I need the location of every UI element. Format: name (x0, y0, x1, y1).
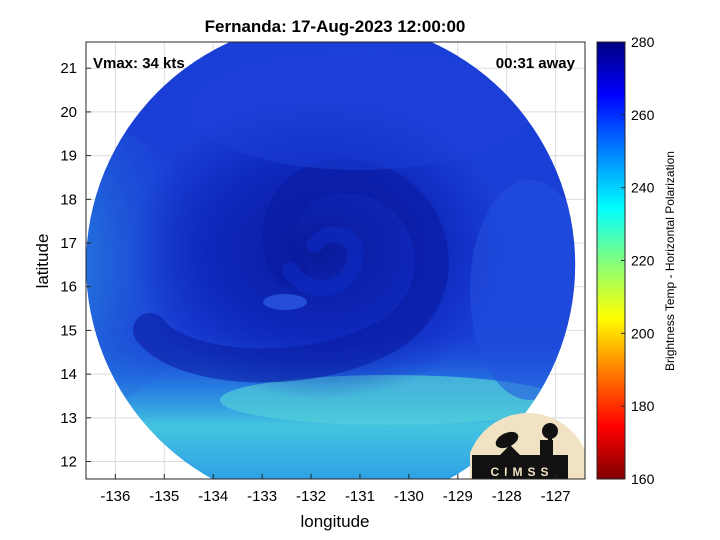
vmax-label: Vmax: 34 kts (93, 55, 185, 72)
swath-layer (86, 42, 576, 479)
colorbar-tick-label: 280 (631, 34, 655, 50)
east-cloud-region (470, 180, 576, 400)
plot-area: CIMSS (85, 41, 586, 480)
y-tick-label: 20 (60, 104, 77, 121)
logo-dish (495, 431, 519, 449)
colorbar-tick-label: 240 (631, 180, 655, 196)
y-tick-label: 12 (60, 454, 77, 471)
x-tick-label: -133 (247, 488, 277, 505)
x-axis-ticks: -136 -135 -134 -133 -132 -131 -130 -129 -128 -127 (100, 474, 571, 505)
eye-feature (263, 294, 307, 310)
x-tick-label: -129 (443, 488, 473, 505)
colorbar: 160 180 200 220 240 260 280 Brightness Temp - … (596, 34, 677, 487)
x-tick-label: -130 (394, 488, 424, 505)
colorbar-ticks: 160 180 200 220 240 260 280 (621, 34, 655, 487)
y-tick-label: 14 (60, 366, 77, 383)
x-tick-label: -136 (100, 488, 130, 505)
x-tick-label: -131 (345, 488, 375, 505)
logo-tower-tank (542, 423, 558, 439)
colorbar-tick-label: 160 (631, 471, 655, 487)
x-tick-label: -134 (198, 488, 228, 505)
logo-text-bar (472, 461, 568, 479)
colorbar-tick-label: 200 (631, 325, 655, 341)
x-tick-label: -135 (149, 488, 179, 505)
y-tick-label: 13 (60, 410, 77, 427)
plot-frame (85, 41, 586, 480)
colorbar-tick-label: 180 (631, 398, 655, 414)
x-tick-label: -132 (296, 488, 326, 505)
cimss-logo: CIMSS (470, 413, 585, 479)
spiral-band-outer (133, 159, 449, 383)
y-axis-ticks: 12 13 14 15 16 17 18 19 20 21 (60, 60, 91, 471)
y-tick-label: 21 (60, 60, 77, 77)
y-tick-label: 17 (60, 235, 77, 252)
y-tick-label: 15 (60, 322, 77, 339)
colorbar-label: Brightness Temp - Horizontal Polarizatio… (663, 151, 677, 371)
spiral-band-inner (282, 226, 364, 296)
y-axis-label: latitude (33, 234, 52, 289)
x-tick-label: -128 (492, 488, 522, 505)
chart-title: Fernanda: 17-Aug-2023 12:00:00 (205, 17, 466, 36)
north-cloud-region (190, 50, 530, 170)
colorbar-tick-label: 260 (631, 107, 655, 123)
x-tick-label: -127 (541, 488, 571, 505)
y-tick-label: 19 (60, 148, 77, 165)
y-tick-label: 16 (60, 279, 77, 296)
logo-tower-leg (548, 438, 552, 458)
x-axis-label: longitude (300, 512, 369, 531)
colorbar-tick-label: 220 (631, 253, 655, 269)
colorbar-scale (596, 41, 626, 480)
logo-text: CIMSS (490, 465, 553, 479)
time-away-label: 00:31 away (496, 55, 576, 72)
y-tick-label: 18 (60, 191, 77, 208)
